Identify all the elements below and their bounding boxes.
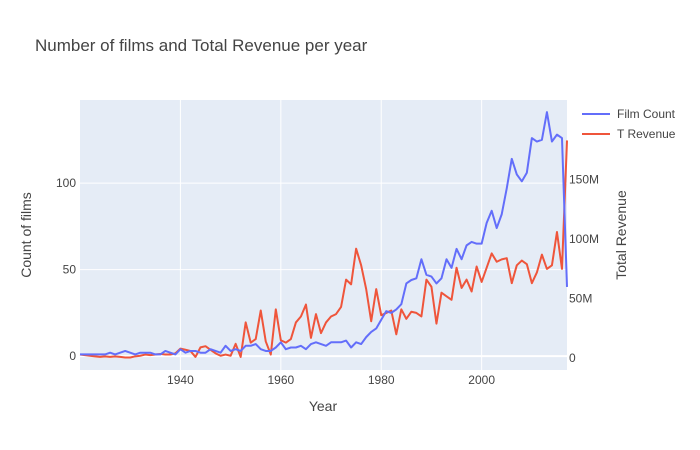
series-line-film-count[interactable] bbox=[80, 111, 568, 356]
y2-axis-label: Total Revenue bbox=[613, 190, 629, 280]
y2-tick-label: 100M bbox=[569, 232, 599, 246]
chart-title: Number of films and Total Revenue per ye… bbox=[35, 36, 368, 55]
x-tick-label: 1960 bbox=[267, 373, 294, 387]
x-tick-label: 1980 bbox=[368, 373, 395, 387]
legend[interactable]: Film Count T Revenue bbox=[582, 107, 676, 141]
y-axis-label: Count of films bbox=[18, 192, 34, 278]
y2-tick-label: 50M bbox=[569, 292, 592, 306]
y2-tick-label: 0 bbox=[569, 351, 576, 365]
legend-label-t-revenue: T Revenue bbox=[617, 127, 676, 141]
x-tick-label: 1940 bbox=[167, 373, 194, 387]
y-tick-label: 100 bbox=[56, 176, 76, 190]
y-tick-label: 0 bbox=[69, 349, 76, 363]
y-tick-label: 50 bbox=[63, 263, 77, 277]
legend-label-film-count: Film Count bbox=[617, 107, 676, 121]
x-axis-label: Year bbox=[309, 398, 338, 414]
axis-ticks: 1940 1960 1980 2000 0 50 100 0 50M 100M 150M bbox=[56, 173, 599, 387]
plot-area bbox=[80, 100, 567, 370]
legend-item-film-count[interactable]: Film Count bbox=[582, 107, 676, 121]
series-layer bbox=[79, 111, 568, 359]
x-tick-label: 2000 bbox=[468, 373, 495, 387]
legend-item-t-revenue[interactable]: T Revenue bbox=[582, 127, 676, 141]
y2-tick-label: 150M bbox=[569, 173, 599, 187]
